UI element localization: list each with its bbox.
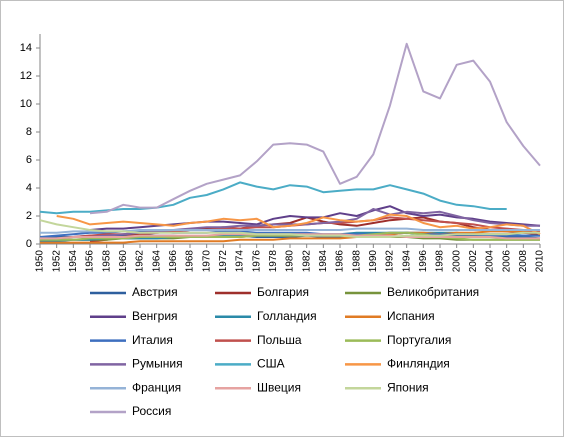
legend-label: Австрия: [132, 285, 178, 299]
y-tick-label: 2: [26, 210, 32, 222]
series-line: [39, 181, 507, 215]
legend-label: Франция: [132, 380, 181, 394]
x-tick-label: 1970: [201, 250, 212, 273]
x-tick-label: 1960: [118, 250, 129, 273]
x-tick-label: 1958: [101, 250, 112, 273]
series-line: [40, 231, 540, 241]
x-tick-label: 1976: [251, 250, 262, 273]
x-tick-label: 1986: [335, 250, 346, 273]
legend-label: Финляндия: [387, 357, 450, 371]
x-tick-label: 1972: [218, 250, 229, 273]
x-tick-label: 2008: [518, 250, 529, 273]
legend-label: Польша: [257, 333, 302, 347]
series-line: [56, 213, 541, 236]
x-tick-label: 1994: [401, 250, 412, 273]
y-tick-label: 10: [20, 98, 32, 110]
y-tick-label: 4: [26, 182, 32, 194]
legend-label: Венгрия: [132, 309, 178, 323]
x-tick-label: 1966: [168, 250, 179, 273]
x-tick-label: 1990: [368, 250, 379, 273]
x-tick-label: 1964: [151, 250, 162, 273]
x-tick-label: 2004: [485, 250, 496, 273]
x-tick-label: 1982: [301, 250, 312, 273]
y-tick-label: 12: [20, 70, 32, 82]
y-tick-label: 8: [26, 126, 32, 138]
legend-label: Голландия: [257, 309, 317, 323]
x-tick-label: 2010: [535, 250, 546, 273]
legend-label: Швеция: [257, 380, 301, 394]
x-tick-label: 1988: [351, 250, 362, 273]
x-tick-label: 1974: [235, 250, 246, 273]
x-tick-label: 1952: [51, 250, 62, 273]
legend-label: Россия: [132, 404, 171, 418]
x-tick-label: 1968: [185, 250, 196, 273]
legend-label: Великобритания: [387, 285, 479, 299]
x-tick-label: 2002: [468, 250, 479, 273]
x-tick-label: 1954: [68, 250, 79, 273]
legend-label: Португалия: [387, 333, 451, 347]
legend-label: Япония: [387, 380, 429, 394]
x-tick-label: 2006: [501, 250, 512, 273]
legend-label: Болгария: [257, 285, 309, 299]
x-tick-label: 1962: [135, 250, 146, 273]
legend-label: Испания: [387, 309, 435, 323]
x-tick-label: 1950: [35, 250, 46, 273]
legend-label: Румыния: [132, 357, 183, 371]
series-line: [39, 231, 541, 240]
x-tick-label: 1998: [435, 250, 446, 273]
series-line: [89, 42, 541, 215]
legend-label: США: [257, 357, 285, 371]
x-tick-label: 1984: [318, 250, 329, 273]
x-tick-label: 1980: [285, 250, 296, 273]
legend-label: Италия: [132, 333, 173, 347]
x-tick-label: 1996: [418, 250, 429, 273]
x-tick-label: 1978: [268, 250, 279, 273]
series-line: [39, 219, 540, 238]
series-line: [40, 230, 541, 244]
x-tick-label: 1992: [385, 250, 396, 273]
y-tick-label: 6: [26, 154, 32, 166]
y-tick-label: 14: [20, 42, 32, 54]
y-tick-label: 0: [26, 238, 32, 250]
x-tick-label: 1956: [85, 250, 96, 273]
x-tick-label: 2000: [451, 250, 462, 273]
